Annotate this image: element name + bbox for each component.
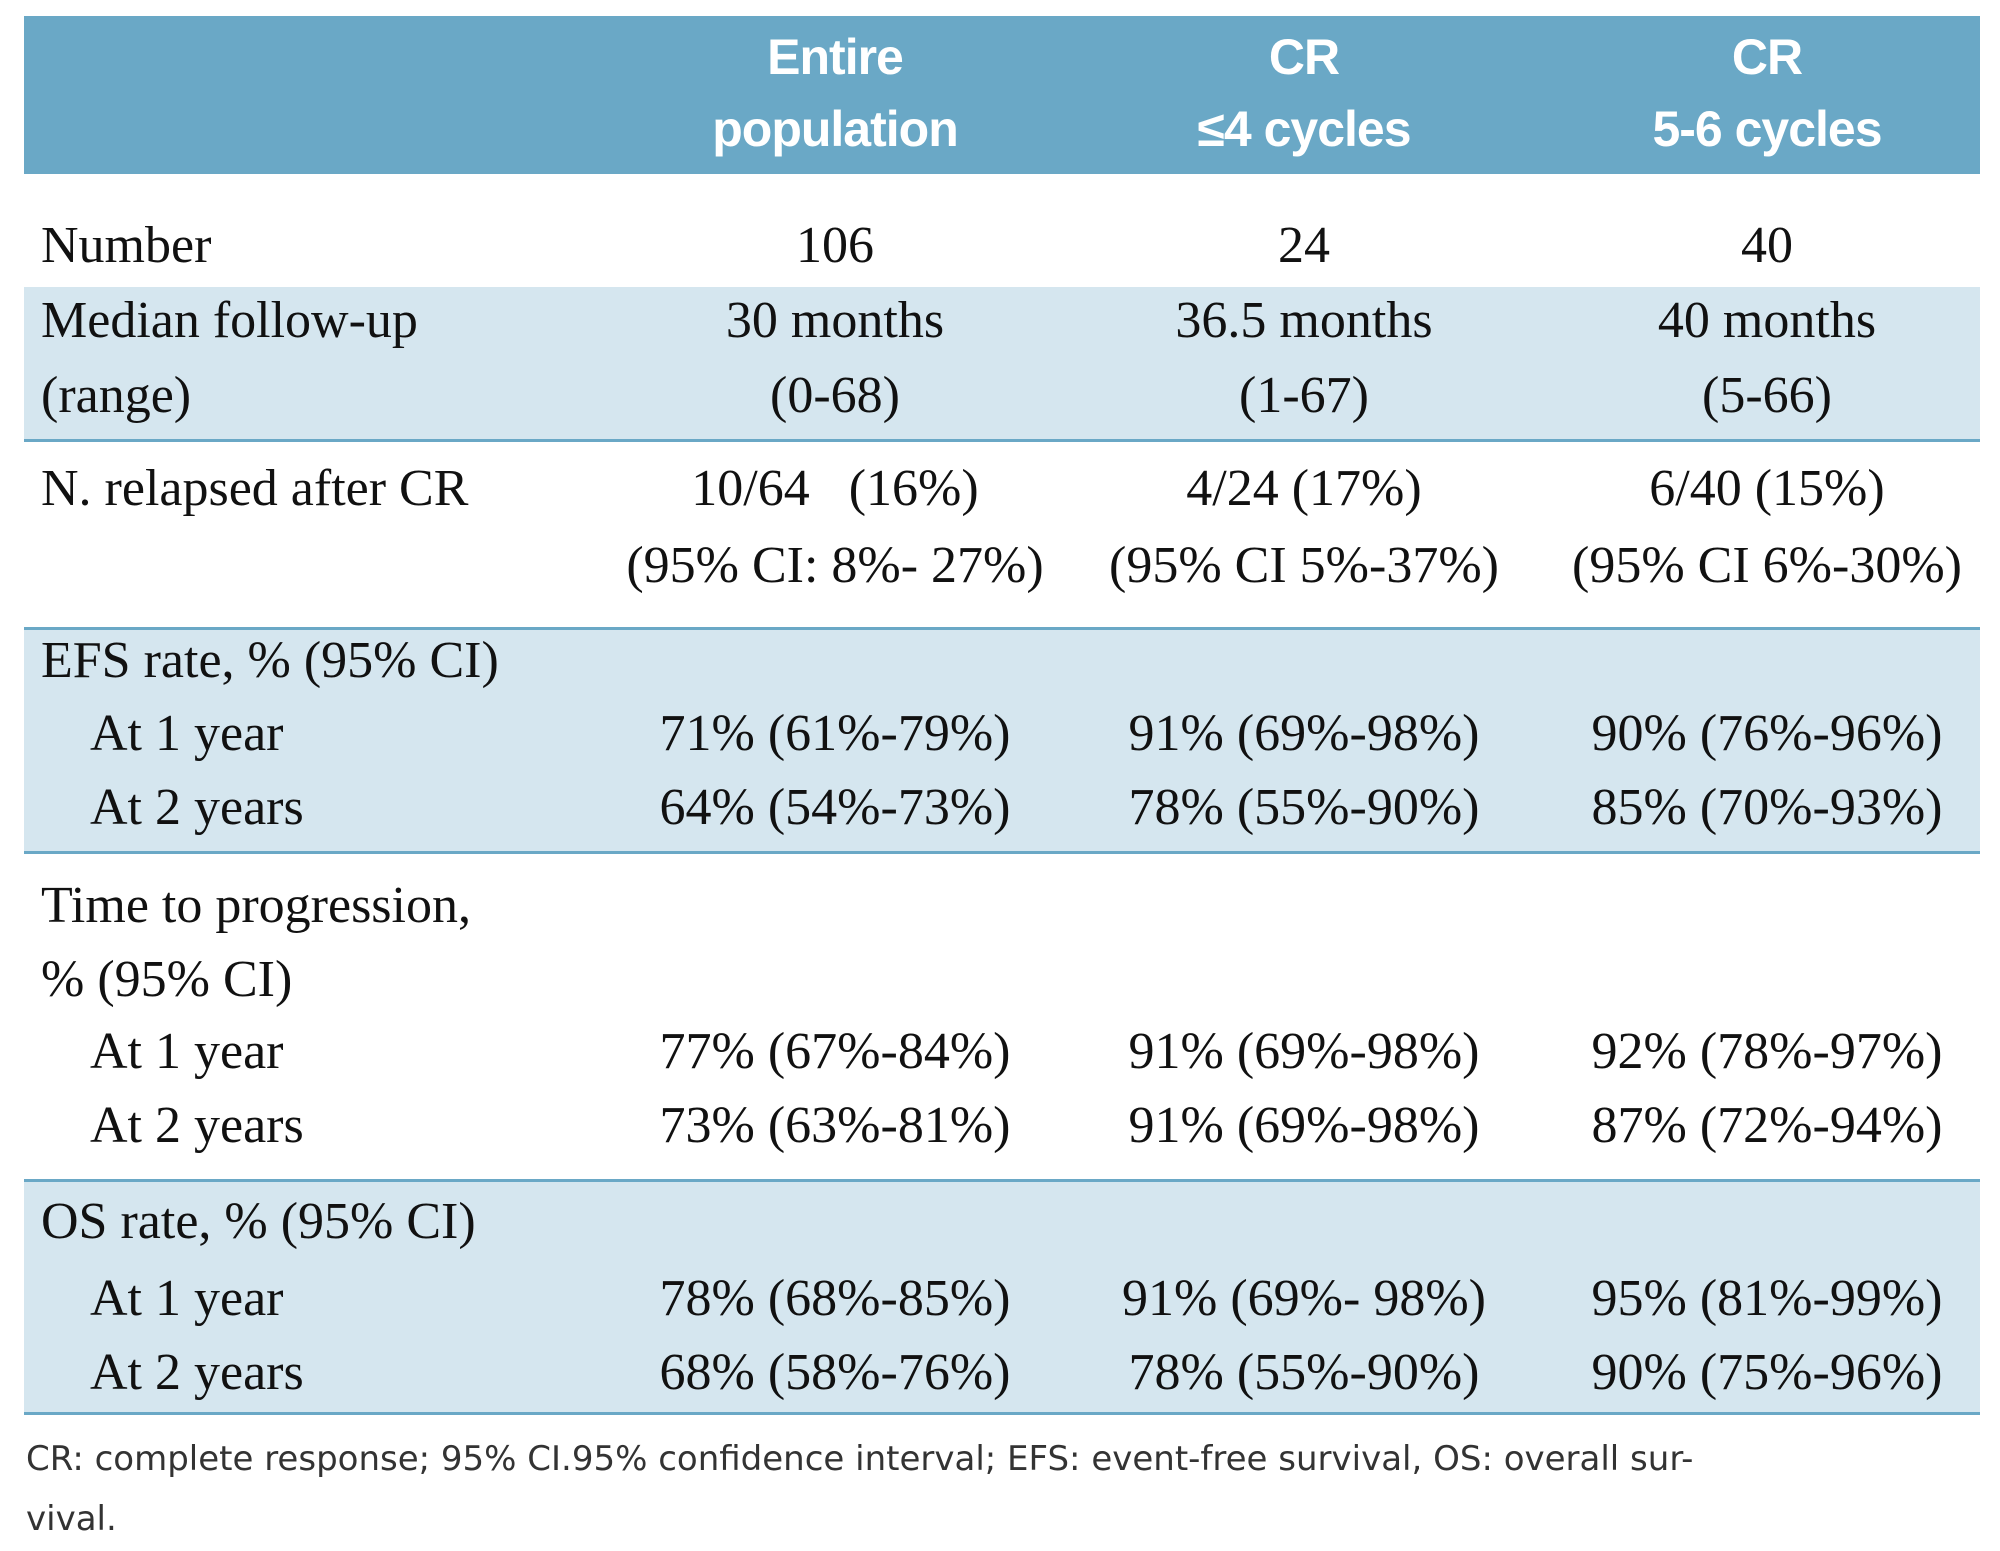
cell: 78% (55%-90%) [1128,1344,1480,1401]
cell: 106 [796,217,874,274]
cell: 90% (76%-96%) [1591,705,1943,762]
cell: 64% (54%-73%) [659,779,1011,836]
sub-row-label: At 1 year [90,705,284,762]
cell: 91% (69%-98%) [1128,1097,1480,1154]
cell: 92% (78%-97%) [1591,1023,1943,1080]
cell: 91% (69%- 98%) [1122,1270,1486,1327]
cell: (0-68) [770,367,900,424]
divider [24,1179,1980,1182]
cell: 24 [1278,217,1330,274]
cell: 87% (72%-94%) [1591,1097,1943,1154]
sub-row-label: At 2 years [90,1097,304,1154]
divider [24,851,1980,854]
divider [24,1412,1980,1415]
sub-row-label: At 2 years [90,779,304,836]
cell: 78% (68%-85%) [659,1270,1011,1327]
cell: (95% CI 5%-37%) [1109,537,1499,594]
cell: 90% (75%-96%) [1591,1344,1943,1401]
sub-row-label: At 1 year [90,1023,284,1080]
cell: 6/40 (15%) [1649,460,1885,517]
row-band [24,1180,1980,1413]
cell: 85% (70%-93%) [1591,779,1943,836]
cell: 73% (63%-81%) [659,1097,1011,1154]
column-header: 5-6 cycles [1652,101,1882,157]
cell: (5-66) [1702,367,1832,424]
sub-row-label: At 1 year [90,1270,284,1327]
row-label: EFS rate, % (95% CI) [41,632,499,689]
sub-row-label: At 2 years [90,1344,304,1401]
header-band [24,16,1980,174]
divider [24,627,1980,630]
cell: 91% (69%-98%) [1128,1023,1480,1080]
cell: 68% (58%-76%) [659,1344,1011,1401]
cell: 36.5 months [1175,292,1433,349]
cell: 95% (81%-99%) [1591,1270,1943,1327]
row-label: (range) [41,367,192,424]
cell: (95% CI 6%-30%) [1572,537,1962,594]
cell: 71% (61%-79%) [659,705,1011,762]
row-label: Number [41,217,212,274]
cell: 91% (69%-98%) [1128,705,1480,762]
row-band [24,628,1980,852]
row-label: Median follow-up [41,292,418,349]
cell: 10/64 (16%) [691,460,979,517]
row-band [24,287,1980,440]
footnote: vival. [26,1499,117,1539]
cell: 40 [1741,217,1793,274]
column-header: ≤4 cycles [1197,101,1411,157]
cell: 77% (67%-84%) [659,1023,1011,1080]
column-header: CR [1268,29,1340,85]
cell: 30 months [725,292,945,349]
cell: 40 months [1657,292,1877,349]
column-header: Entire [767,29,904,85]
row-label: Time to progression, [41,877,471,934]
cell: 4/24 (17%) [1186,460,1422,517]
column-header: population [712,101,958,157]
cell: (1-67) [1239,367,1369,424]
column-header: CR [1731,29,1803,85]
cell: (95% CI: 8%- 27%) [626,537,1044,594]
footnote: CR: complete response; 95% CI.95% confid… [26,1439,1694,1479]
row-label: OS rate, % (95% CI) [41,1193,476,1250]
row-label: N. relapsed after CR [41,460,469,517]
row-label: % (95% CI) [41,951,293,1008]
cell: 78% (55%-90%) [1128,779,1480,836]
divider [24,439,1980,442]
